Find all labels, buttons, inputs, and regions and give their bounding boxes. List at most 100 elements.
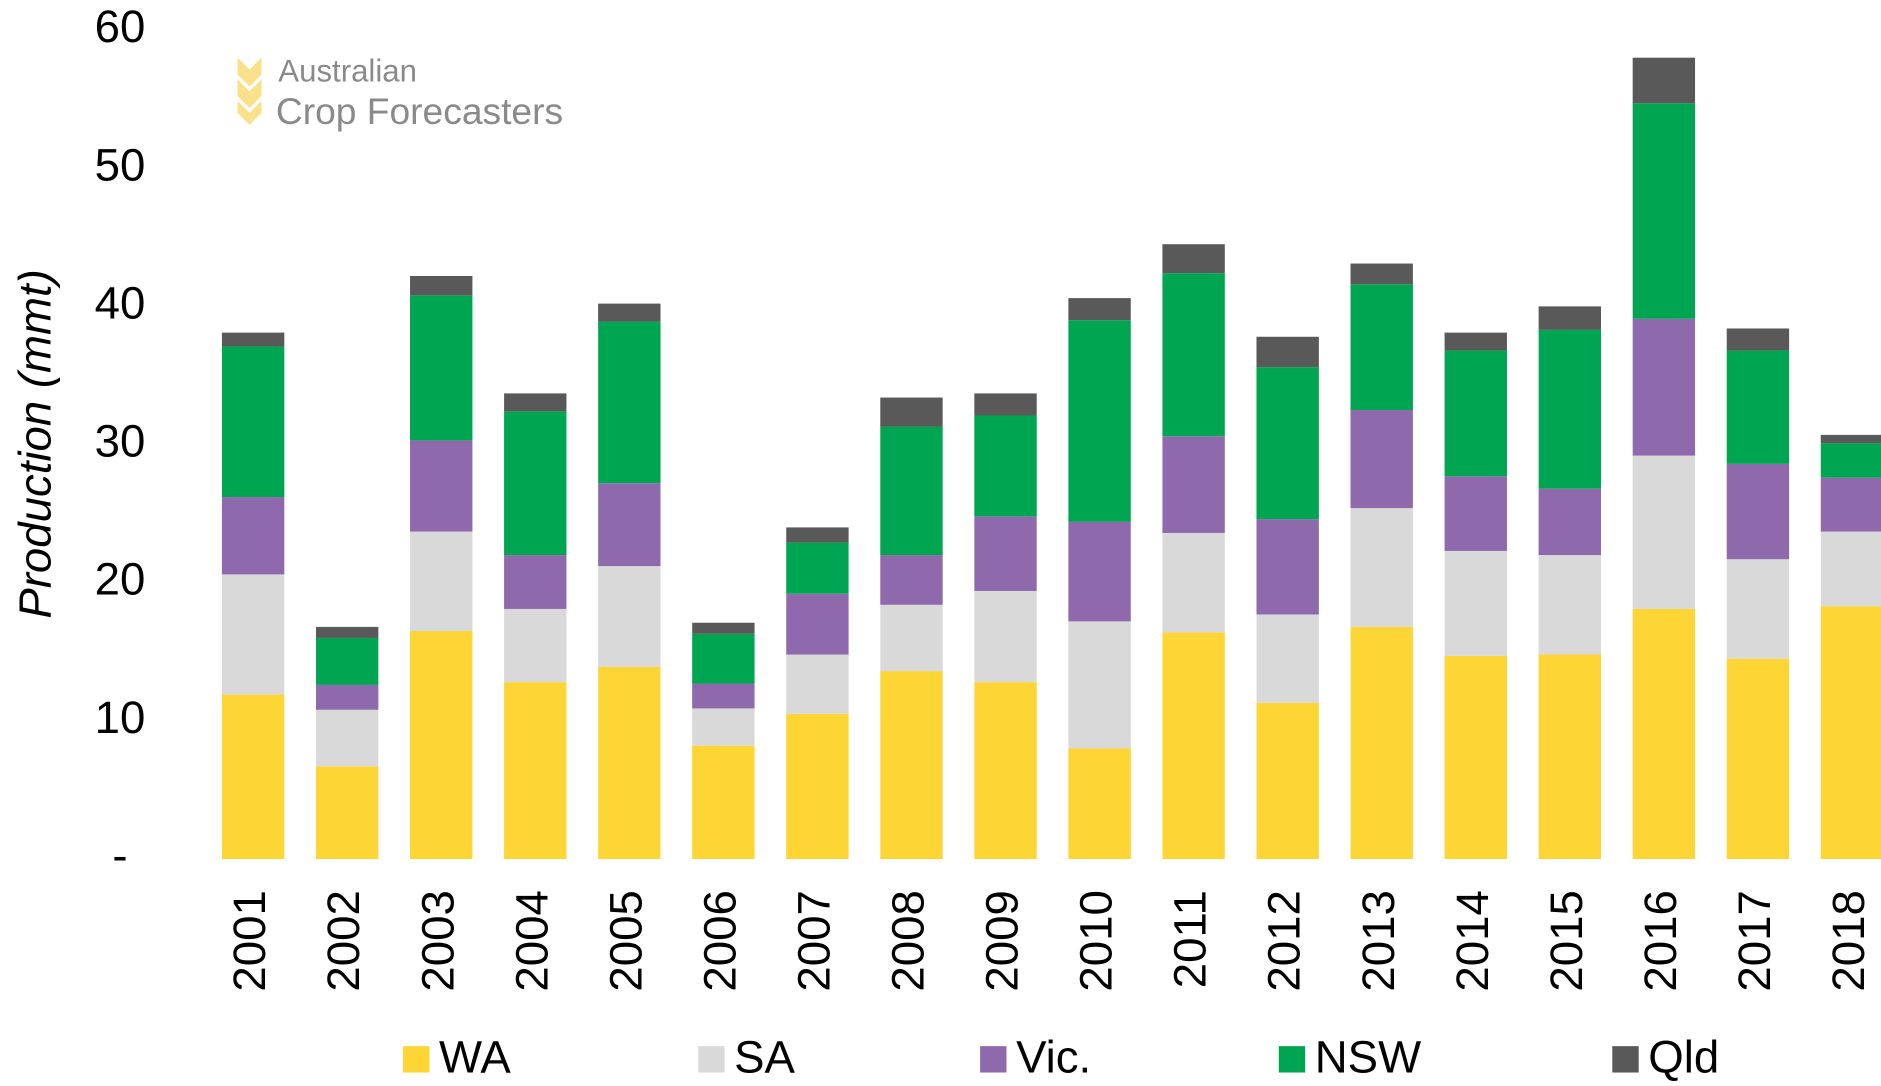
bar-segment [880, 671, 943, 859]
x-tick-label: 2016 [1635, 890, 1686, 991]
bar-segment [786, 527, 849, 543]
bar-segment [786, 654, 849, 714]
bar-segment [786, 593, 849, 655]
bar-segment [315, 637, 379, 685]
y-axis-label: Production (mmt) [9, 269, 60, 619]
bar-segment [1632, 608, 1696, 859]
bar-segment [315, 766, 379, 859]
bar-segment [1350, 263, 1413, 285]
bar-segment [786, 542, 849, 594]
bar-segment [1632, 57, 1696, 104]
bar-segment [1350, 626, 1413, 859]
bar-segment [598, 321, 661, 484]
bar-segment [221, 332, 285, 347]
bar-segment [1538, 654, 1602, 859]
bar-segment [1444, 476, 1507, 551]
bar-segment [1444, 350, 1507, 477]
bar-segment [410, 631, 473, 859]
bar-segment [1820, 443, 1881, 478]
x-tick-label: 2004 [506, 890, 557, 991]
bar-segment [315, 709, 379, 767]
bar-segment [1350, 508, 1413, 627]
bar-segment [1820, 434, 1881, 444]
x-tick-label: 2005 [600, 890, 651, 991]
bar-segment [974, 393, 1037, 416]
bar-segment [1444, 655, 1507, 859]
bar-segment [1068, 521, 1131, 622]
bar-segment [974, 415, 1037, 517]
bar-segment [786, 713, 849, 859]
legend-label: Qld [1648, 1032, 1719, 1081]
y-tick-label: 10 [95, 692, 146, 743]
x-tick-label: 2009 [977, 890, 1028, 991]
legend-swatch [1612, 1046, 1639, 1073]
y-tick-label: 50 [95, 139, 146, 190]
bar-segment [1820, 531, 1881, 607]
bar-segment [1726, 463, 1790, 560]
bar-segment [692, 622, 755, 634]
y-tick-label: 40 [95, 277, 146, 328]
y-tick-label: 30 [95, 416, 146, 467]
y-tick-label: 20 [95, 554, 146, 605]
x-tick-label: 2006 [694, 890, 745, 991]
logo-text: Crop Forecasters [276, 90, 563, 132]
x-tick-label: 2007 [788, 890, 839, 991]
bar-segment [221, 497, 285, 575]
bar-segment [1820, 606, 1881, 859]
bar-segment [1068, 748, 1131, 859]
legend-swatch [980, 1046, 1007, 1073]
bar-segment [504, 411, 567, 556]
bar-segment [504, 608, 567, 683]
bar-segment [1068, 298, 1131, 321]
legend-label: SA [734, 1032, 795, 1081]
x-tick-label: 2014 [1447, 890, 1498, 991]
bar-segment [1632, 103, 1696, 319]
bar-segment [1726, 350, 1790, 464]
bar-segment [410, 440, 473, 532]
bar-segment [1162, 632, 1225, 859]
bar-segment [974, 682, 1037, 859]
bar-segment [1256, 519, 1319, 615]
bar-segment [1726, 559, 1790, 659]
bar-segment [221, 346, 285, 498]
bar-segment [1162, 273, 1225, 437]
bar-segment [221, 574, 285, 695]
bar-segment [221, 694, 285, 859]
bar-segment [1538, 329, 1602, 489]
bar-segment [1726, 658, 1790, 859]
y-tick-label: 60 [95, 1, 146, 52]
bar-segment [1256, 614, 1319, 703]
bar-segment [1538, 555, 1602, 655]
x-tick-label: 2003 [412, 890, 463, 991]
legend-swatch [403, 1046, 430, 1073]
y-tick-label: - [112, 830, 127, 881]
bar-segment [410, 295, 473, 441]
bar-segment [692, 708, 755, 746]
bar-segment [974, 516, 1037, 591]
bar-segment [598, 566, 661, 667]
bar-segment [315, 626, 379, 638]
bar-segment [692, 683, 755, 709]
bar-segment [1632, 318, 1696, 456]
bar-segment [1538, 306, 1602, 330]
legend-label: NSW [1315, 1032, 1421, 1081]
logo-icon [237, 57, 262, 125]
bar-segment [1162, 244, 1225, 274]
x-tick-label: 2008 [883, 890, 934, 991]
legend-swatch [1278, 1046, 1306, 1073]
bar-segment [880, 555, 943, 605]
bar-segment [598, 303, 661, 322]
bar-segment [1162, 436, 1225, 533]
legend-swatch [698, 1046, 725, 1073]
logo-text: Australian [278, 53, 417, 88]
x-tick-label: 2012 [1259, 890, 1310, 991]
bar-segment [880, 604, 943, 672]
x-tick-label: 2013 [1353, 890, 1404, 991]
x-tick-label: 2017 [1729, 890, 1780, 991]
bar-segment [598, 483, 661, 567]
bar-segment [1350, 284, 1413, 410]
bar-segment [315, 684, 379, 710]
bar-segment [1068, 320, 1131, 522]
bar-segment [504, 555, 567, 609]
